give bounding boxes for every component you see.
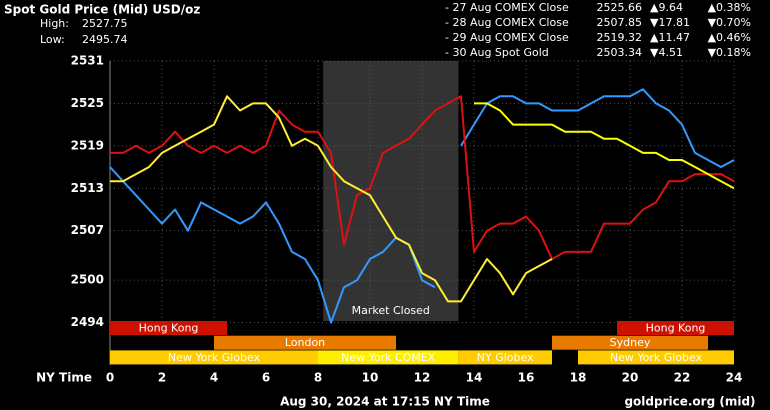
session-bar [110,321,227,335]
session-bar [458,350,552,365]
series-line [110,95,553,303]
x-tick-label: 0 [106,371,114,385]
legend-change-pct: ▲0.38% [708,1,751,14]
legend-change: ▲9.64 [650,1,683,14]
x-tick-label: 22 [674,371,691,385]
x-tick-label: 14 [466,371,483,385]
legend-change: ▲11.47 [650,31,690,44]
legend-change-pct: ▼0.70% [708,16,751,29]
market-closed-label: Market Closed [352,304,430,317]
series-line [110,95,735,260]
session-label: London [285,336,325,349]
legend-name: - 28 Aug COMEX Close [445,16,569,29]
legend-change: ▼17.81 [650,16,690,29]
x-tick-label: 20 [622,371,639,385]
y-tick-label: 2513 [71,181,104,195]
x-tick-label: 10 [362,371,379,385]
legend-name: - 27 Aug COMEX Close [445,1,569,14]
series-line [474,102,735,190]
session-bar [318,350,459,365]
legend-change: ▼4.51 [650,46,683,59]
session-bar [110,350,318,365]
low-label: Low: [40,33,65,46]
session-bar [214,335,396,350]
session-label: New York COMEX [341,351,436,364]
chart-title: Spot Gold Price (Mid) USD/oz [4,3,200,17]
x-tick-label: 18 [570,371,587,385]
session-label: New York Globex [610,351,703,364]
y-tick-label: 2525 [71,96,104,110]
x-tick-label: 6 [262,371,270,385]
x-tick-label: 4 [210,371,218,385]
legend-close: 2503.34 [597,46,643,59]
legend-change-pct: ▼0.18% [708,46,751,59]
x-tick-label: 16 [518,371,535,385]
session-label: Sydney [610,336,651,349]
session-bar [617,321,734,335]
market-closed [323,61,459,321]
high-label: High: [40,17,69,30]
x-tick-label: 12 [414,371,431,385]
legend-name: - 29 Aug COMEX Close [445,31,569,44]
session-bar [552,335,708,350]
source: goldprice.org (mid) [624,395,755,409]
low-value: 2495.74 [82,33,128,46]
x-tick-label: 24 [726,371,743,385]
y-tick-label: 2507 [71,223,104,237]
session-label: New York Globex [168,351,261,364]
x-tick-label: 8 [314,371,322,385]
legend-name: - 30 Aug Spot Gold [445,46,549,59]
session-label: Hong Kong [139,322,199,335]
legend-change-pct: ▲0.46% [708,31,751,44]
y-tick-label: 2500 [71,273,104,287]
session-label: Hong Kong [646,322,706,335]
session-label: NY Globex [477,351,534,364]
y-tick-label: 2494 [71,315,104,329]
legend-close: 2525.66 [597,1,643,14]
y-tick-label: 2519 [71,138,104,152]
footer: Aug 30, 2024 at 17:15 NY Time [280,395,490,409]
legend-close: 2519.32 [597,31,643,44]
legend-close: 2507.85 [597,16,643,29]
x-axis-label: NY Time [36,371,92,385]
high-value: 2527.75 [82,17,128,30]
series-line [109,88,735,324]
y-tick-label: 2531 [71,54,104,68]
x-tick-label: 2 [158,371,166,385]
session-bar [578,350,734,365]
